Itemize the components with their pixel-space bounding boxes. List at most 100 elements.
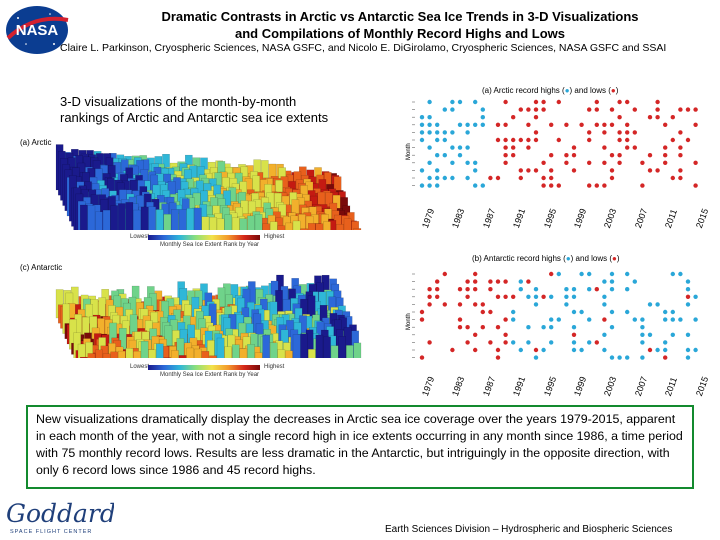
record-low-dot [480, 302, 485, 307]
viz-bar [80, 356, 88, 358]
record-high-dot [609, 287, 615, 292]
record-high-dot [419, 168, 425, 173]
record-low-dot [693, 183, 698, 188]
record-high-dot [419, 137, 425, 143]
record-low-dot [678, 175, 683, 181]
year-tick-label: 1999 [572, 207, 589, 230]
record-low-dot [511, 153, 516, 158]
record-high-dot [435, 175, 440, 181]
record-high-dot [693, 294, 698, 299]
antarctic-3d-visualization [55, 274, 362, 358]
record-low-dot [617, 153, 622, 158]
viz-bar [163, 214, 172, 230]
year-tick-label: 2015 [693, 207, 710, 230]
record-high-dot [625, 271, 630, 277]
record-low-dot [526, 145, 531, 150]
antarctic-colorbar-high: Highest [264, 364, 285, 370]
record-low-dot [625, 122, 630, 127]
record-low-dot [465, 279, 470, 284]
record-low-dot [663, 122, 668, 127]
record-high-dot [678, 317, 683, 322]
record-high-dot [602, 302, 607, 307]
record-low-dot [663, 153, 668, 158]
record-high-dot [480, 122, 485, 127]
arctic-record-title: (a) Arctic record highs (●) and lows (●) [482, 86, 619, 95]
viz-bar [343, 218, 352, 230]
record-high-dot [609, 271, 615, 277]
record-high-dot [625, 287, 630, 292]
record-low-dot [693, 122, 698, 127]
record-low-dot [625, 130, 630, 135]
arctic-colorbar-caption: Monthly Sea Ice Extent Rank by Year [160, 242, 260, 248]
record-high-dot [609, 279, 615, 284]
record-high-dot [541, 347, 546, 353]
record-low-dot [526, 107, 531, 112]
record-high-dot [609, 325, 615, 330]
intro-line-1: 3-D visualizations of the month-by-month [60, 94, 297, 109]
page-title: Dramatic Contrasts in Arctic vs Antarcti… [90, 8, 710, 42]
year-tick-label: 2015 [693, 375, 710, 398]
record-high-dot [435, 183, 440, 188]
viz-bar [133, 209, 141, 230]
record-low-dot [663, 355, 668, 360]
record-low-dot [549, 153, 554, 158]
record-high-dot [602, 347, 607, 353]
record-low-dot [655, 168, 660, 173]
record-low-dot [533, 99, 539, 105]
record-high-dot [435, 137, 440, 143]
viz-bar [224, 214, 232, 230]
viz-bar [216, 218, 225, 230]
record-low-dot [594, 183, 599, 188]
intro-text: 3-D visualizations of the month-by-month… [60, 94, 360, 126]
record-low-dot [457, 287, 463, 292]
record-high-dot [435, 130, 440, 135]
record-low-dot [473, 279, 478, 284]
viz-bar [270, 221, 278, 230]
record-low-dot [427, 302, 432, 307]
record-high-dot [450, 107, 455, 112]
record-high-dot [457, 145, 463, 150]
record-high-dot [419, 122, 425, 127]
viz-bar [323, 336, 331, 358]
record-low-dot [511, 294, 516, 299]
viz-bar [338, 336, 346, 358]
viz-bar [125, 202, 134, 230]
goddard-logo-text: Goddard [6, 499, 114, 528]
record-high-dot [670, 309, 675, 315]
viz-bar [87, 353, 96, 358]
viz-bar [270, 342, 278, 358]
record-high-dot [457, 153, 463, 158]
record-high-dot [526, 294, 531, 299]
year-tick-label: 1999 [572, 375, 589, 398]
record-low-dot [655, 99, 660, 105]
record-low-dot [579, 122, 584, 127]
record-low-dot [503, 294, 508, 299]
record-low-dot [678, 153, 683, 158]
record-high-dot [541, 325, 546, 330]
record-low-dot [488, 175, 493, 181]
record-low-dot [602, 317, 607, 322]
record-low-dot [435, 287, 440, 292]
record-high-dot [609, 309, 615, 315]
record-high-dot [442, 153, 447, 158]
record-low-dot [587, 137, 592, 143]
record-high-dot [457, 122, 463, 127]
record-high-dot [663, 340, 668, 345]
arctic-3d-visualization [55, 144, 362, 230]
record-low-dot [495, 294, 501, 299]
record-low-dot [609, 153, 615, 158]
record-low-dot [457, 317, 463, 322]
record-low-dot [632, 107, 637, 112]
record-low-dot [495, 347, 501, 353]
record-low-dot [609, 107, 615, 112]
viz-bar [140, 341, 149, 358]
record-low-dot [571, 332, 577, 337]
record-high-dot [480, 107, 485, 112]
record-high-dot [473, 99, 478, 105]
viz-bar [254, 214, 263, 230]
viz-bar [300, 333, 308, 358]
record-low-dot [419, 309, 425, 315]
record-low-dot [670, 175, 675, 181]
record-low-dot [685, 294, 691, 299]
record-low-dot [640, 160, 645, 165]
